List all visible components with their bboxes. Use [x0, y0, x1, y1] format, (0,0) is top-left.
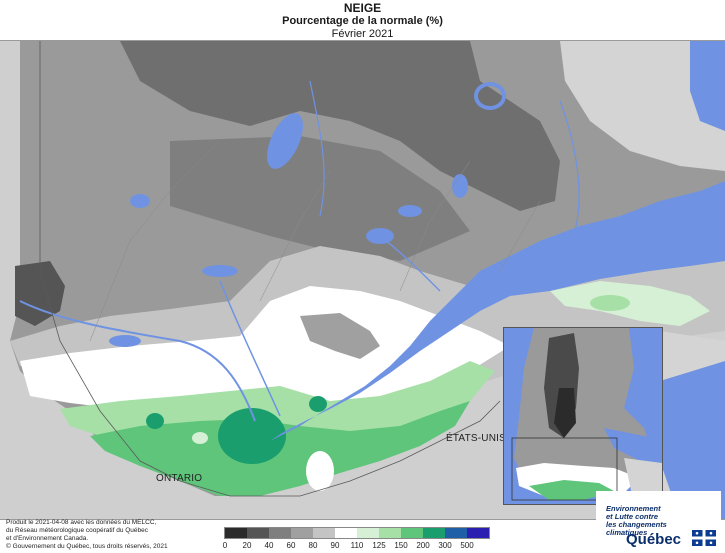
legend-tick-label: 40 [264, 541, 274, 550]
river-saguenay [379, 235, 441, 292]
grey-pocket [300, 313, 380, 359]
map-title: NEIGE [343, 1, 382, 15]
lake-west [130, 194, 150, 208]
legend-swatch [445, 528, 467, 538]
quebec-wordmark: Québec [626, 531, 682, 548]
legend-tick-label: 125 [372, 541, 386, 550]
ministry-line-1: Environnement [606, 504, 661, 513]
legend-swatch [225, 528, 247, 538]
map-period: Février 2021 [331, 28, 394, 40]
legend-tick-label: 110 [350, 541, 364, 550]
inset-map-graphic [504, 328, 662, 504]
lake-north [474, 82, 506, 110]
lake-east [398, 205, 422, 217]
legend-swatches [224, 527, 490, 539]
river-north [309, 80, 325, 217]
production-note: Produit le 2021-04-08 avec les données d… [6, 519, 156, 543]
white-spot-south [306, 451, 334, 491]
teal-spot-quebec [309, 396, 327, 412]
province-border-west [39, 41, 181, 482]
inset-map [503, 327, 663, 505]
legend-tick-label: 150 [394, 541, 408, 550]
inset-locator-box [511, 437, 618, 501]
inset-green-band [529, 480, 614, 500]
legend-swatch [291, 528, 313, 538]
ministry-name: Environnement et Lutte contre les change… [606, 505, 667, 537]
quebec-ministry-logo: Environnement et Lutte contre les change… [596, 491, 721, 549]
labrador-coast-water [690, 41, 725, 131]
fleurdelise-flag-icon [692, 530, 716, 546]
inset-gulf [604, 428, 662, 468]
st-lawrence-estuary [270, 181, 725, 441]
legend-swatch [423, 528, 445, 538]
ministry-line-2: et Lutte contre [606, 512, 659, 521]
inset-darkest-zone [554, 388, 576, 438]
legend-tick-label: 500 [460, 541, 474, 550]
labrador-land [560, 41, 725, 171]
lake-mistassini [267, 113, 303, 169]
teal-core-montreal [218, 408, 286, 464]
legend-swatch [335, 528, 357, 538]
gaspesie-green [550, 281, 710, 326]
map-subtitle: Pourcentage de la normale (%) [282, 15, 443, 27]
region-boundaries [89, 140, 541, 342]
lake-temiscamingue [109, 335, 141, 347]
legend-tick-label: 0 [222, 541, 228, 550]
river-northeast [559, 100, 580, 232]
legend-swatch [247, 528, 269, 538]
note-line-3: et d'Environnement Canada. [6, 535, 89, 542]
legend-swatch [379, 528, 401, 538]
legend-tick-label: 20 [242, 541, 252, 550]
dark-band-zone [170, 136, 470, 261]
legend-tick-label: 200 [416, 541, 430, 550]
label-ontario: ONTARIO [156, 473, 203, 484]
note-line-1: Produit le 2021-04-08 avec les données d… [6, 519, 157, 526]
legend-tick-label: 90 [330, 541, 340, 550]
map-header: NEIGE Pourcentage de la normale (%) Févr… [0, 0, 725, 41]
maritimes-water [660, 361, 725, 519]
label-usa: ÉTATS-UNIS [446, 433, 506, 444]
legend-swatch [357, 528, 379, 538]
green-patch-east [590, 295, 630, 311]
legend-ticks: 0 20 40 60 80 90 110 125 150 200 300 500 [222, 539, 490, 551]
legend-swatch [269, 528, 291, 538]
note-line-2: du Réseau météorologique coopératif du Q… [6, 527, 149, 534]
lake-manicouagan [452, 174, 468, 198]
legend-swatch [313, 528, 335, 538]
legend-swatch [401, 528, 423, 538]
reservoir-gouin [202, 265, 238, 277]
dark-north-zone [120, 41, 560, 211]
darker-west-zone [15, 261, 65, 326]
river-ottawa [19, 300, 256, 422]
us-border [179, 400, 501, 497]
legend-swatch [467, 528, 489, 538]
ministry-line-4: climatiques [606, 528, 648, 537]
legend-tick-label: 60 [286, 541, 296, 550]
legend-tick-label: 300 [438, 541, 452, 550]
legend-tick-label: 80 [308, 541, 318, 550]
teal-spot-west [146, 413, 164, 429]
pale-spot [192, 432, 208, 444]
river-saint-maurice [219, 280, 281, 417]
ministry-line-3: les changements [606, 520, 667, 529]
color-legend: 0 20 40 60 80 90 110 125 150 200 300 500 [222, 527, 490, 553]
copyright-note: © Gouvernement du Québec, tous droits ré… [6, 543, 168, 550]
